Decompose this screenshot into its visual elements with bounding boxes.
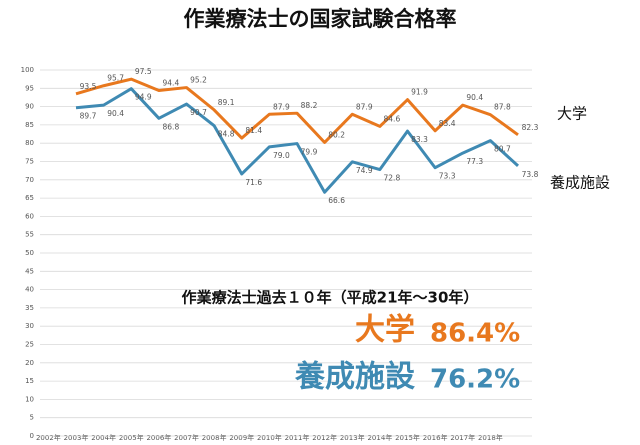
y-tick-label: 70 [25,176,34,184]
y-tick-label: 50 [25,249,34,257]
data-label: 79.9 [301,148,318,157]
data-label: 89.1 [218,98,235,107]
summary-rate: 76.2% [430,365,520,395]
data-label: 84.8 [218,130,235,139]
data-label: 86.8 [163,122,180,131]
data-label: 90.7 [190,108,207,117]
x-tick-label: 2016年 [423,433,448,442]
x-tick-label: 2005年 [119,433,144,442]
y-tick-label: 40 [25,286,34,294]
y-tick-label: 25 [25,341,34,349]
data-label: 87.8 [494,103,511,112]
y-tick-label: 55 [25,231,34,239]
summary-rate: 86.4% [430,319,520,349]
data-label: 72.8 [384,174,401,183]
data-label: 90.4 [466,93,483,102]
data-label: 73.3 [439,172,456,181]
data-label: 77.3 [466,157,483,166]
y-tick-label: 45 [25,267,34,275]
legend-label: 大学 [557,105,587,123]
data-label: 93.5 [80,82,97,91]
y-tick-label: 85 [25,121,34,129]
x-tick-label: 2007年 [174,433,199,442]
x-tick-label: 2006年 [146,433,171,442]
x-tick-label: 2010年 [257,433,282,442]
data-label: 83.4 [439,119,456,128]
y-tick-label: 35 [25,304,34,312]
y-tick-label: 20 [25,359,34,367]
summary-label: 養成施設 [294,360,415,395]
y-tick-label: 0 [30,432,34,440]
data-label: 87.9 [273,102,290,111]
summary-label: 大学 [355,313,415,348]
x-tick-label: 2011年 [285,433,310,442]
y-tick-label: 10 [25,395,34,403]
series-line [75,77,519,144]
data-label: 90.4 [107,109,124,118]
data-label: 80.2 [328,130,345,139]
y-tick-label: 75 [25,158,34,166]
x-tick-label: 2018年 [478,433,503,442]
y-tick-label: 5 [30,414,34,422]
y-tick-label: 15 [25,377,34,385]
x-tick-label: 2012年 [312,433,337,442]
data-label: 87.9 [356,102,373,111]
data-label: 74.9 [356,166,373,175]
x-tick-label: 2015年 [395,433,420,442]
y-tick-label: 100 [21,66,34,74]
data-label: 83.3 [411,135,428,144]
x-tick-label: 2008年 [202,433,227,442]
data-label: 73.8 [522,170,539,179]
x-tick-label: 2009年 [229,433,254,442]
data-label: 82.3 [522,123,539,132]
x-tick-label: 2002年 [36,433,61,442]
data-label: 79.0 [273,151,290,160]
data-label: 80.7 [494,145,511,154]
y-tick-label: 30 [25,322,34,330]
x-tick-label: 2014年 [367,433,392,442]
x-tick-label: 2004年 [91,433,116,442]
y-tick-label: 80 [25,139,34,147]
data-label: 95.7 [107,74,124,83]
subtitle: 作業療法士過去１０年（平成21年～30年） [182,289,479,307]
y-tick-label: 65 [25,194,34,202]
y-tick-label: 95 [25,84,34,92]
data-label: 89.7 [80,112,97,121]
data-label: 97.5 [135,67,152,76]
data-label: 84.6 [384,114,401,123]
x-tick-label: 2003年 [64,433,89,442]
data-label: 81.4 [245,126,262,135]
y-tick-label: 60 [25,212,34,220]
data-label: 95.2 [190,76,207,85]
data-label: 91.9 [411,88,428,97]
x-tick-label: 2017年 [450,433,475,442]
data-label: 88.2 [301,101,318,110]
data-label: 94.4 [163,78,180,87]
data-label: 94.9 [135,93,152,102]
y-tick-label: 90 [25,103,34,111]
chart-title: 作業療法士の国家試験合格率 [184,7,457,31]
legend-label: 養成施設 [550,174,610,192]
series-line [75,87,520,194]
x-tick-label: 2013年 [340,433,365,442]
data-label: 66.6 [328,196,345,205]
data-label: 71.6 [245,178,262,187]
